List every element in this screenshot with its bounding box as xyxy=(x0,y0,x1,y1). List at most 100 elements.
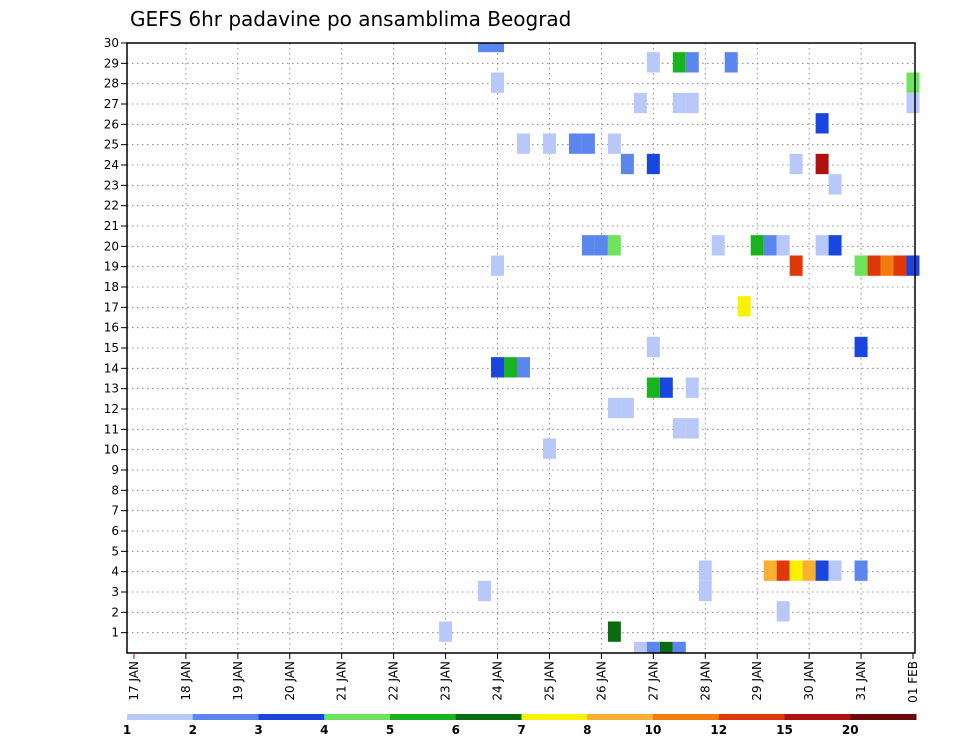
precip-cell xyxy=(854,560,868,581)
precip-cell xyxy=(763,235,777,256)
legend-label: 20 xyxy=(842,723,859,737)
y-tick-label: 2 xyxy=(111,605,119,619)
precip-cell xyxy=(776,235,790,256)
precip-cell xyxy=(594,235,608,256)
y-tick-label: 17 xyxy=(104,300,119,314)
precip-cell xyxy=(906,72,920,93)
plot-cells xyxy=(439,43,920,653)
precip-cell xyxy=(763,560,777,581)
y-tick-label: 6 xyxy=(111,524,119,538)
precip-cell xyxy=(491,43,505,53)
x-tick-label: 26 JAN xyxy=(594,661,608,701)
precip-cell xyxy=(906,255,920,276)
precip-cell xyxy=(491,357,505,378)
chart-title: GEFS 6hr padavine po ansamblima Beograd xyxy=(130,7,571,31)
precip-cell xyxy=(828,235,842,256)
legend-label: 10 xyxy=(645,723,662,737)
legend-label: 12 xyxy=(710,723,727,737)
y-tick-label: 16 xyxy=(104,321,119,335)
precip-cell xyxy=(646,153,660,175)
precip-cell xyxy=(439,621,453,642)
x-tick-label: 25 JAN xyxy=(542,661,556,701)
y-tick-label: 23 xyxy=(104,178,119,192)
precip-cell xyxy=(646,336,660,358)
precip-cell xyxy=(581,235,595,256)
precip-cell xyxy=(854,336,868,358)
y-tick-label: 19 xyxy=(104,260,119,274)
x-tick-label: 30 JAN xyxy=(802,661,816,701)
y-tick-label: 11 xyxy=(104,422,119,436)
precip-cell xyxy=(542,133,556,154)
precip-cell xyxy=(906,92,920,114)
x-tick-label: 31 JAN xyxy=(854,661,868,701)
precip-cell xyxy=(659,641,673,653)
y-tick-label: 3 xyxy=(111,585,119,599)
y-tick-label: 15 xyxy=(104,341,119,355)
precip-cell xyxy=(776,601,790,622)
legend-swatch xyxy=(455,714,522,720)
precip-cell xyxy=(581,133,595,154)
legend-swatch xyxy=(324,714,391,720)
x-axis: 17 JAN 18 JAN 19 JAN 20 JAN 21 JAN 22 JAN 23 J… xyxy=(127,653,920,703)
legend-swatch xyxy=(258,714,325,720)
y-tick-label: 1 xyxy=(111,626,119,640)
x-tick-label: 21 JAN xyxy=(335,661,349,701)
y-tick-label: 13 xyxy=(104,382,119,396)
precip-cell xyxy=(854,255,868,276)
y-tick-label: 8 xyxy=(111,483,119,497)
x-tick-label: 01 FEB xyxy=(906,661,920,703)
precip-cell xyxy=(737,296,751,317)
legend-swatch xyxy=(850,714,917,720)
y-tick-label: 7 xyxy=(111,504,119,518)
precip-cell xyxy=(478,43,492,53)
legend-label: 3 xyxy=(254,723,262,737)
precip-cell xyxy=(672,641,686,653)
precip-cell xyxy=(789,255,803,276)
precip-cell xyxy=(491,255,505,276)
x-tick-label: 22 JAN xyxy=(387,661,401,701)
precip-cell xyxy=(517,133,530,154)
x-tick-label: 29 JAN xyxy=(750,661,764,701)
x-tick-label: 24 JAN xyxy=(491,661,505,701)
y-tick-label: 26 xyxy=(104,117,119,131)
legend-label: 6 xyxy=(452,723,460,737)
y-tick-label: 21 xyxy=(104,219,119,233)
precip-cell xyxy=(607,397,621,419)
precip-cell xyxy=(659,377,673,398)
precip-cell xyxy=(815,235,829,256)
precip-cell xyxy=(633,92,647,114)
precip-cell xyxy=(620,153,634,175)
y-axis: 1234567891011121314151617181920212223242… xyxy=(104,36,127,640)
legend-swatch xyxy=(192,714,259,720)
legend-label: 15 xyxy=(776,723,793,737)
precip-cell xyxy=(672,52,686,73)
precip-cell xyxy=(542,438,556,459)
precip-cell xyxy=(517,357,530,378)
precip-cell xyxy=(789,560,803,581)
y-tick-label: 24 xyxy=(104,158,119,172)
y-tick-label: 20 xyxy=(104,239,119,253)
precip-cell xyxy=(802,560,816,581)
precip-cell xyxy=(815,560,829,581)
y-tick-label: 28 xyxy=(104,77,119,91)
legend-swatch xyxy=(521,714,588,720)
precip-cell xyxy=(698,560,712,581)
legend-label: 7 xyxy=(517,723,525,737)
legend-swatch xyxy=(127,714,194,720)
y-tick-label: 29 xyxy=(104,56,119,70)
y-tick-label: 18 xyxy=(104,280,119,294)
y-tick-label: 12 xyxy=(104,402,119,416)
precip-cell xyxy=(893,255,907,276)
precip-cell xyxy=(685,92,699,114)
precip-cell xyxy=(646,52,660,73)
y-tick-label: 9 xyxy=(111,463,119,477)
y-tick-label: 25 xyxy=(104,138,119,152)
precip-cell xyxy=(828,174,842,195)
x-tick-label: 28 JAN xyxy=(698,661,712,701)
precip-cell xyxy=(685,418,699,439)
precip-cell xyxy=(568,133,582,154)
precip-cell xyxy=(672,92,686,114)
precip-cell xyxy=(607,133,621,154)
y-tick-label: 30 xyxy=(104,36,119,50)
